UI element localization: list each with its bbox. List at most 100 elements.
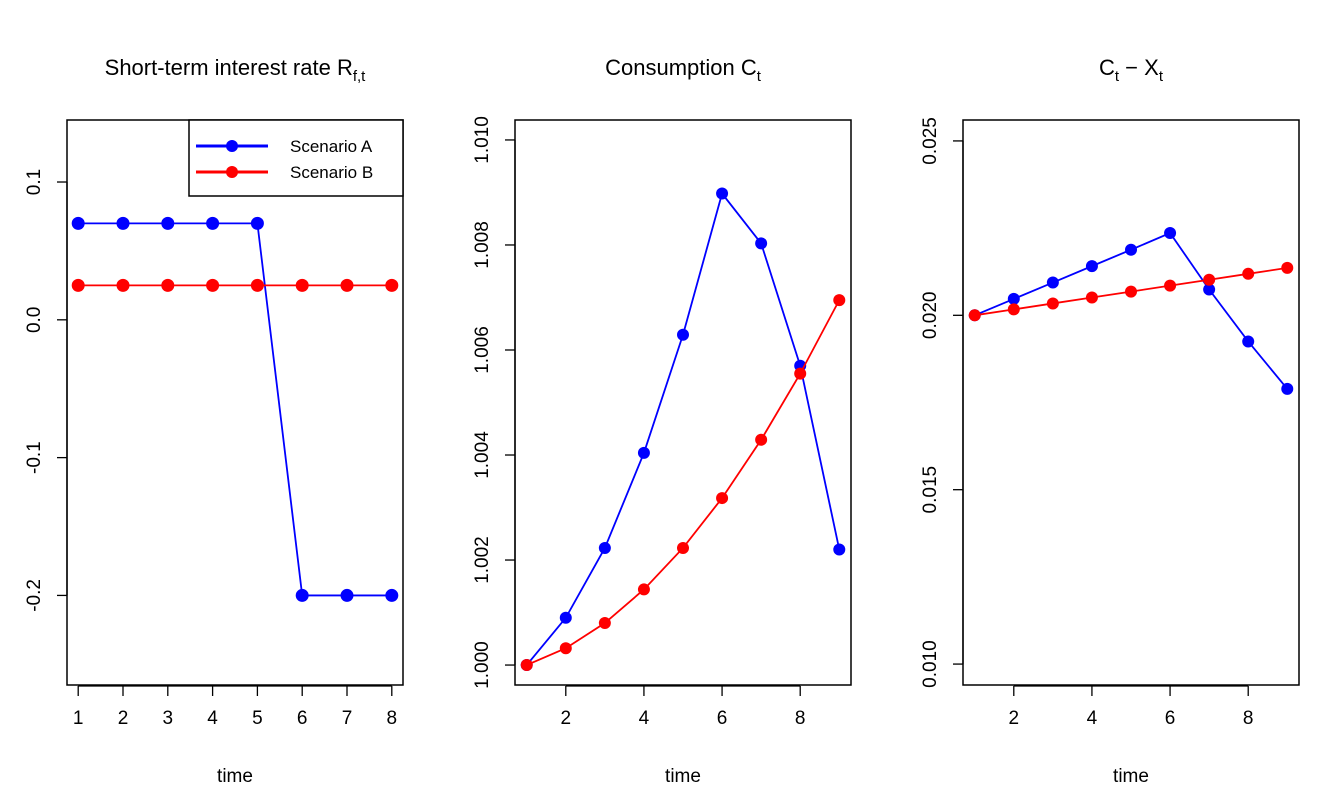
x-tick-label-interest-rate: 1	[73, 708, 84, 729]
data-point-scenario-a-consumption	[833, 543, 846, 556]
data-point-scenario-b-surplus	[1125, 285, 1137, 298]
x-tick-label-consumption: 4	[639, 708, 650, 729]
y-tick-label-consumption: 1.002	[472, 536, 493, 584]
x-tick-label-interest-rate: 4	[207, 708, 218, 729]
legend-label-scenario-a: Scenario A	[290, 137, 373, 156]
panel-title-consumption: Consumption Ct	[605, 55, 762, 85]
data-point-scenario-b-consumption	[559, 642, 572, 655]
x-tick-label-interest-rate: 8	[387, 708, 398, 729]
data-point-scenario-a-consumption	[559, 611, 572, 624]
data-point-scenario-a-surplus	[1203, 283, 1216, 296]
series-line-scenario-b-consumption	[526, 299, 841, 666]
y-tick-label-surplus: 0.010	[920, 640, 941, 688]
x-tick-label-surplus: 4	[1087, 708, 1098, 729]
data-point-scenario-b-surplus	[1007, 303, 1020, 316]
data-point-scenario-b-surplus	[1203, 273, 1216, 286]
data-point-scenario-a-consumption	[716, 187, 729, 200]
data-point-scenario-a-consumption	[677, 328, 689, 341]
legend-marker-scenario-a	[226, 140, 238, 152]
y-tick-label-consumption: 1.004	[472, 431, 493, 479]
y-tick-label-interest-rate: -0.1	[24, 441, 45, 474]
x-tick-label-interest-rate: 5	[252, 708, 263, 729]
data-point-scenario-a-surplus	[1125, 243, 1137, 256]
data-point-scenario-b-interest-rate	[71, 278, 85, 292]
data-point-scenario-b-surplus	[1164, 279, 1177, 292]
data-point-scenario-b-interest-rate	[116, 278, 130, 292]
y-tick-label-consumption: 1.000	[472, 641, 493, 689]
legend-label-scenario-b: Scenario B	[290, 163, 373, 182]
x-axis-title-interest-rate: time	[217, 766, 253, 787]
data-point-scenario-a-interest-rate	[71, 216, 85, 230]
data-point-scenario-a-interest-rate	[385, 588, 399, 602]
data-point-scenario-a-surplus	[1281, 382, 1294, 395]
data-point-scenario-b-consumption	[637, 583, 650, 596]
panel-interest-rate: Short-term interest rate Rf,t time 1 2 3 4 5…	[24, 55, 404, 787]
x-tick-label-consumption: 8	[795, 708, 806, 729]
data-point-scenario-a-interest-rate	[161, 216, 175, 230]
panel-surplus: Ct − Xt time 2 4 6 8 0.010 0.015 0.020 0.025	[920, 55, 1300, 787]
data-point-scenario-b-consumption	[755, 433, 768, 446]
y-tick-label-consumption: 1.006	[472, 326, 493, 374]
data-point-scenario-a-consumption	[637, 446, 650, 459]
data-point-scenario-a-interest-rate	[295, 588, 309, 602]
data-point-scenario-a-surplus	[1242, 335, 1255, 348]
data-point-scenario-a-interest-rate	[206, 216, 220, 230]
x-tick-label-consumption: 2	[561, 708, 572, 729]
legend: Scenario A Scenario B	[188, 119, 404, 197]
data-point-scenario-b-interest-rate	[250, 278, 264, 292]
data-point-scenario-b-surplus	[1085, 291, 1098, 304]
x-axis-title-consumption: time	[665, 766, 701, 787]
data-point-scenario-b-interest-rate	[206, 278, 220, 292]
data-point-scenario-b-interest-rate	[385, 278, 399, 292]
data-point-scenario-b-consumption	[716, 492, 729, 505]
y-tick-label-surplus: 0.015	[920, 466, 941, 514]
legend-box	[188, 119, 404, 197]
y-tick-label-consumption: 1.010	[472, 116, 493, 164]
x-tick-label-interest-rate: 6	[297, 708, 308, 729]
data-point-scenario-b-interest-rate	[340, 278, 354, 292]
plot-frame-interest-rate	[66, 119, 404, 686]
panel-consumption: Consumption Ct time 2 4 6 8 1.000 1.002 1.004 1…	[472, 55, 852, 787]
panel-title-interest-rate: Short-term interest rate Rf,t	[105, 55, 367, 85]
plot-frame-consumption	[514, 119, 852, 686]
data-point-scenario-b-consumption	[833, 294, 846, 307]
data-point-scenario-a-consumption	[598, 541, 611, 554]
data-point-scenario-b-consumption	[520, 659, 533, 672]
y-tick-label-surplus: 0.025	[920, 117, 941, 165]
data-point-scenario-b-interest-rate	[161, 278, 175, 292]
y-tick-label-interest-rate: -0.2	[24, 579, 45, 612]
y-tick-label-surplus: 0.020	[920, 292, 941, 340]
data-point-scenario-a-interest-rate	[116, 216, 130, 230]
data-point-scenario-a-surplus	[1164, 227, 1177, 239]
x-tick-label-consumption: 6	[717, 708, 728, 729]
data-point-scenario-b-surplus	[1242, 267, 1255, 280]
data-point-scenario-b-consumption	[677, 541, 689, 554]
x-tick-label-surplus: 6	[1165, 708, 1176, 729]
data-point-scenario-b-surplus	[1281, 261, 1294, 274]
y-tick-label-interest-rate: 0.1	[24, 169, 45, 195]
data-point-scenario-a-surplus	[1046, 276, 1059, 289]
data-point-scenario-a-consumption	[755, 237, 768, 250]
data-point-scenario-b-consumption	[794, 367, 807, 380]
data-point-scenario-b-surplus	[1046, 297, 1059, 310]
series-line-scenario-a-consumption	[526, 191, 841, 666]
x-tick-label-interest-rate: 3	[163, 708, 174, 729]
series-line-scenario-a-interest-rate	[78, 222, 392, 597]
x-tick-label-interest-rate: 7	[342, 708, 353, 729]
x-tick-label-surplus: 2	[1009, 708, 1020, 729]
data-point-scenario-b-surplus	[968, 309, 981, 322]
x-tick-label-interest-rate: 2	[118, 708, 129, 729]
legend-marker-scenario-b	[226, 166, 238, 178]
data-point-scenario-a-surplus	[1085, 260, 1098, 273]
x-axis-title-surplus: time	[1113, 766, 1149, 787]
x-tick-label-surplus: 8	[1243, 708, 1254, 729]
data-point-scenario-b-consumption	[598, 617, 611, 630]
plot-frame-surplus	[962, 119, 1300, 686]
y-tick-label-consumption: 1.008	[472, 221, 493, 269]
data-point-scenario-b-interest-rate	[295, 278, 309, 292]
panel-title-surplus: Ct − Xt	[1099, 55, 1164, 85]
y-tick-label-interest-rate: 0.0	[24, 307, 45, 333]
data-point-scenario-a-surplus	[1007, 292, 1020, 305]
data-point-scenario-a-interest-rate	[250, 216, 264, 230]
